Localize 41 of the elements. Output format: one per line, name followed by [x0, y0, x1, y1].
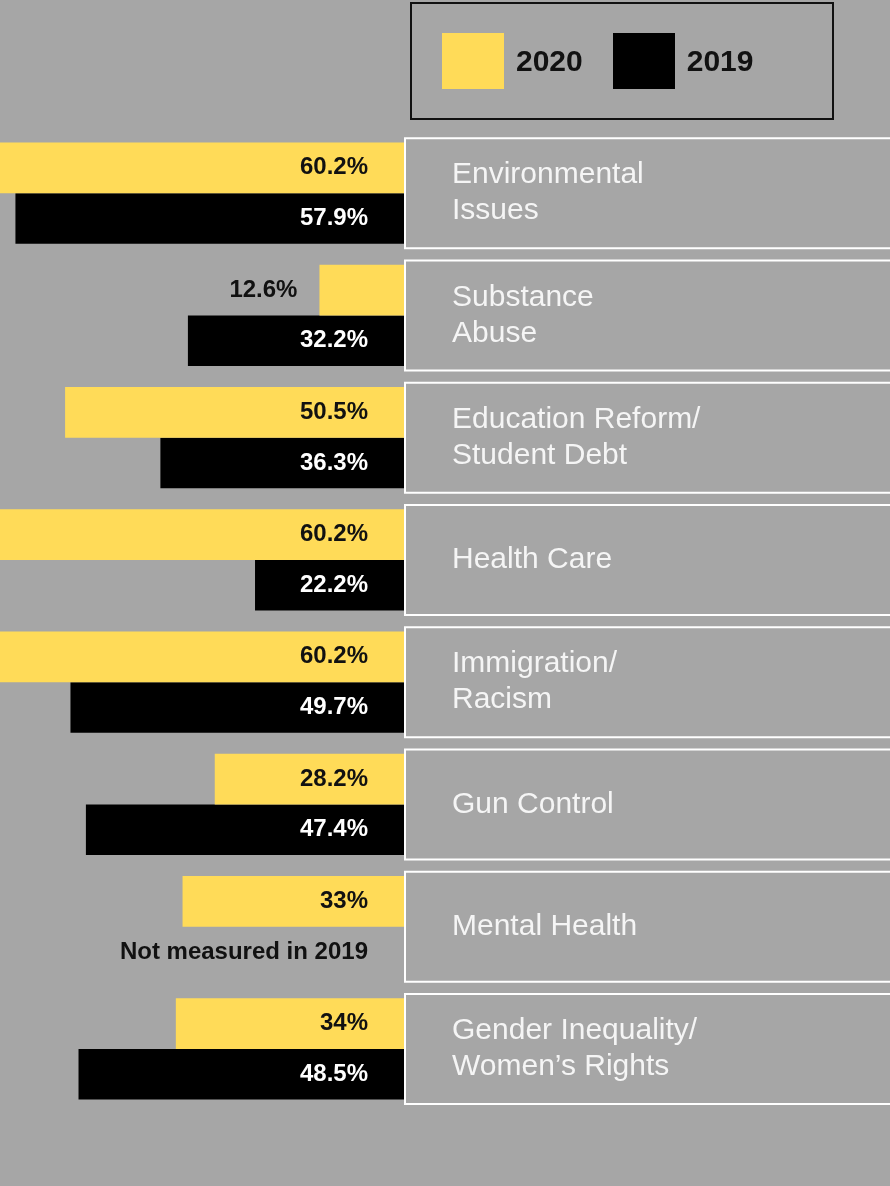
- bar: [78, 1048, 404, 1100]
- data-label: 22.2%: [299, 569, 368, 597]
- bar: [0, 509, 404, 560]
- data-label: 47.4%: [299, 814, 368, 842]
- bar: [255, 559, 404, 611]
- bar: [15, 193, 404, 244]
- bar: [175, 998, 404, 1049]
- data-label: 33%: [319, 885, 368, 913]
- data-label: 60.2%: [299, 152, 368, 180]
- legend-label: 2020: [516, 44, 583, 78]
- bar: [160, 437, 404, 489]
- data-label: 12.6%: [229, 274, 298, 302]
- data-label: 49.7%: [299, 692, 368, 720]
- y-tick-label: Immigration/ Racism: [452, 645, 618, 715]
- y-tick-label: Health Care: [452, 541, 613, 575]
- y-tick-label: Gender Inequality/ Women’s Rights: [452, 1012, 698, 1082]
- data-label: 57.9%: [299, 203, 368, 231]
- y-tick-label: Mental Health: [452, 907, 638, 941]
- data-label: 36.3%: [299, 447, 368, 475]
- data-label: 34%: [319, 1008, 368, 1036]
- y-tick-label: Gun Control: [452, 785, 614, 819]
- data-label: 60.2%: [299, 519, 368, 547]
- bar: [65, 386, 404, 438]
- bar: [70, 682, 404, 733]
- data-label: 28.2%: [299, 763, 368, 791]
- data-label: 48.5%: [299, 1058, 368, 1086]
- bar: [182, 875, 404, 927]
- y-tick-label: Substance Abuse: [452, 278, 594, 348]
- bar: [187, 315, 404, 367]
- y-tick-label: Education Reform/ Student Debt: [452, 400, 702, 470]
- bar: [0, 631, 404, 683]
- bar: [214, 753, 404, 805]
- legend-label: 2019: [686, 44, 754, 78]
- data-label: 50.5%: [299, 396, 368, 424]
- data-label: 32.2%: [299, 325, 368, 353]
- bar: [319, 264, 404, 316]
- bar: [0, 142, 404, 194]
- annotation: Not measured in 2019: [119, 936, 368, 964]
- bar: [85, 804, 404, 856]
- data-label: 60.2%: [299, 641, 368, 669]
- y-tick-label: Environmental Issues: [452, 156, 644, 226]
